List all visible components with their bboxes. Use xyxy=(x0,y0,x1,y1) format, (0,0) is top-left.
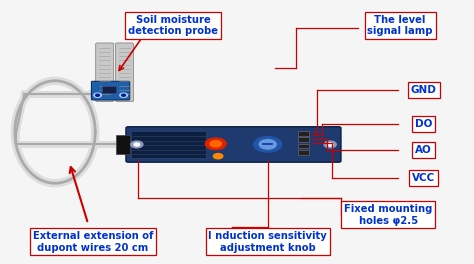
Circle shape xyxy=(210,141,221,147)
FancyBboxPatch shape xyxy=(116,43,134,102)
Text: Fixed mounting
holes φ2.5: Fixed mounting holes φ2.5 xyxy=(344,204,432,225)
Circle shape xyxy=(134,143,140,146)
FancyBboxPatch shape xyxy=(126,127,341,162)
Text: VCC: VCC xyxy=(412,173,435,183)
Circle shape xyxy=(96,94,100,96)
Text: External extension of
dupont wires 20 cm: External extension of dupont wires 20 cm xyxy=(33,231,153,253)
Text: The level
signal lamp: The level signal lamp xyxy=(367,15,433,36)
Circle shape xyxy=(213,154,223,159)
FancyBboxPatch shape xyxy=(131,131,206,158)
FancyBboxPatch shape xyxy=(117,135,130,154)
Text: DO: DO xyxy=(415,119,432,129)
Circle shape xyxy=(120,93,128,97)
FancyBboxPatch shape xyxy=(299,150,309,155)
FancyBboxPatch shape xyxy=(299,144,309,148)
Circle shape xyxy=(205,138,226,150)
Circle shape xyxy=(94,93,101,97)
Circle shape xyxy=(327,143,333,146)
Circle shape xyxy=(131,141,143,148)
Text: Soil moisture
detection probe: Soil moisture detection probe xyxy=(128,15,218,36)
Text: I nduction sensitivity
adjustment knob: I nduction sensitivity adjustment knob xyxy=(209,231,327,253)
FancyBboxPatch shape xyxy=(102,86,117,93)
Circle shape xyxy=(259,140,276,149)
Text: GND: GND xyxy=(411,85,437,95)
Text: AO: AO xyxy=(415,145,432,155)
Circle shape xyxy=(122,94,126,96)
Circle shape xyxy=(254,136,282,152)
FancyBboxPatch shape xyxy=(299,131,309,136)
FancyBboxPatch shape xyxy=(299,137,309,142)
Circle shape xyxy=(324,141,336,148)
FancyBboxPatch shape xyxy=(91,81,130,100)
FancyBboxPatch shape xyxy=(96,43,114,102)
